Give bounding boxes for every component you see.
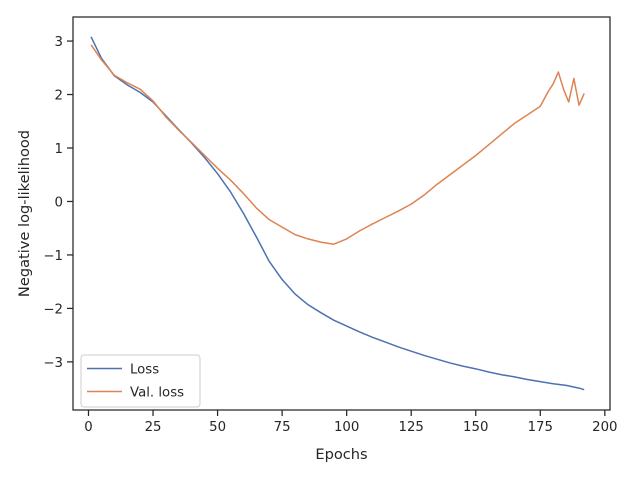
y-tick-label: 0	[55, 195, 63, 210]
x-axis-label: Epochs	[315, 446, 367, 463]
y-tick-label: 3	[55, 35, 63, 50]
x-tick-label: 50	[209, 420, 226, 435]
y-axis-label: Negative log-likelihood	[16, 130, 33, 297]
y-tick-label: 2	[55, 89, 63, 104]
y-axis-ticks: −3 −2 −1 0 1 2 3	[43, 35, 73, 371]
y-tick-label: −2	[43, 302, 63, 317]
x-tick-label: 25	[145, 420, 162, 435]
x-tick-label: 150	[463, 420, 488, 435]
x-tick-label: 200	[592, 420, 617, 435]
plot-area	[72, 16, 611, 411]
axes-frame	[72, 16, 611, 411]
series-line-val-loss	[90, 44, 585, 245]
x-axis-ticks: 0 25 50 75 100 125 150 175 200	[84, 410, 618, 435]
legend-label-val-loss: Val. loss	[130, 386, 184, 401]
x-tick-label: 0	[84, 420, 92, 435]
x-tick-label: 75	[274, 420, 291, 435]
legend-label-loss: Loss	[130, 363, 159, 378]
y-tick-label: −1	[43, 249, 63, 264]
x-tick-label: 175	[528, 420, 553, 435]
y-tick-label: 1	[55, 142, 63, 157]
legend: Loss Val. loss	[80, 354, 201, 408]
y-tick-label: −3	[43, 356, 63, 371]
x-tick-label: 100	[334, 420, 359, 435]
x-tick-label: 125	[399, 420, 424, 435]
series-layer	[90, 36, 585, 391]
